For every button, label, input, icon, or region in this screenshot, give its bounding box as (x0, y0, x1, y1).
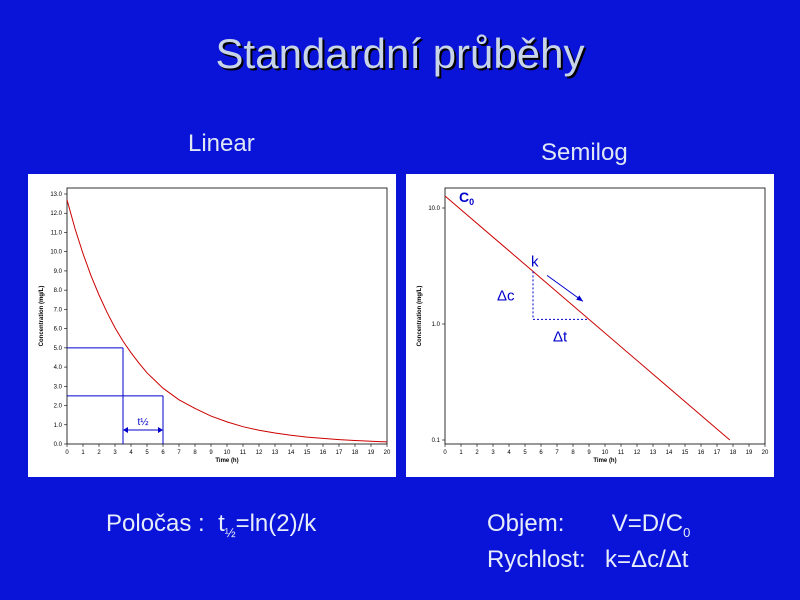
x-tick-label: 10 (602, 450, 609, 456)
y-tick-label: 4.0 (54, 365, 63, 371)
rate-text: k=Δc/Δt (605, 546, 689, 573)
k-arrow-line (546, 274, 584, 302)
x-tick-label: 4 (129, 450, 133, 456)
volume-sub: 0 (683, 524, 691, 540)
y-tick-label: 10.0 (50, 250, 62, 256)
x-tick-label: 17 (336, 450, 343, 456)
y-tick-label: 8.0 (54, 288, 63, 294)
x-tick-label: 11 (618, 450, 625, 456)
x-tick-label: 9 (587, 450, 591, 456)
x-tick-label: 16 (320, 450, 327, 456)
y-tick-label: 1.0 (432, 322, 441, 328)
y-tick-label: 3.0 (54, 384, 63, 390)
x-tick-label: 14 (666, 450, 673, 456)
plot-frame (66, 187, 388, 445)
x-tick-label: 15 (304, 450, 311, 456)
x-tick-label: 13 (650, 450, 657, 456)
x-tick-label: 2 (97, 450, 101, 456)
x-tick-label: 7 (177, 450, 181, 456)
y-tick-label: 1.0 (54, 423, 63, 429)
semilog-chart: 0 1 2 3 4 5 6 7 8 9 10 11 12 13 14 15 16 17 18 19 200.11.010… (417, 187, 769, 464)
x-tick-label: 5 (523, 450, 527, 456)
slide-title: Standardní průběhy (215, 30, 585, 77)
x-tick-label: 14 (288, 450, 295, 456)
halflife-annotation: t½ (137, 417, 149, 428)
y-tick-label: 10.0 (428, 206, 440, 212)
k-arrow-head (576, 295, 583, 302)
y-tick-label: 6.0 (54, 327, 63, 333)
y-tick-label: 0.1 (432, 438, 441, 444)
x-tick-label: 11 (240, 450, 247, 456)
y-tick-label: 12.0 (50, 211, 62, 217)
x-tick-label: 0 (443, 450, 447, 456)
x-tick-label: 12 (256, 450, 263, 456)
linear-label: Linear (188, 130, 255, 157)
dt-label: Δt (553, 328, 568, 345)
x-tick-label: 19 (746, 450, 753, 456)
x-tick-label: 1 (81, 450, 85, 456)
volume-text: V=D/C (611, 510, 684, 537)
rate-label: Rychlost: (487, 546, 586, 573)
halflife-rest: =ln(2)/k (235, 510, 317, 537)
plot-frame (444, 187, 766, 445)
x-tick-label: 4 (507, 450, 511, 456)
x-axis-label: Time (h) (215, 458, 238, 464)
x-tick-label: 12 (634, 450, 641, 456)
volume-formula: Objem: V=D/C0 (487, 510, 690, 540)
x-tick-label: 8 (193, 450, 197, 456)
concentration-curve (66, 199, 388, 443)
y-tick-label: 9.0 (54, 269, 63, 275)
y-axis-label: Concentration (mg/L) (39, 286, 45, 347)
y-tick-label: 11.0 (51, 230, 63, 236)
x-tick-label: 15 (682, 450, 689, 456)
x-tick-label: 6 (161, 450, 165, 456)
x-tick-label: 0 (65, 450, 69, 456)
halflife-t: t (218, 510, 225, 537)
halflife-sub: ½ (224, 524, 236, 540)
y-tick-label: 2.0 (54, 404, 63, 410)
x-tick-label: 9 (209, 450, 213, 456)
x-tick-label: 16 (698, 450, 705, 456)
semilog-label: Semilog (541, 139, 628, 166)
y-tick-label: 7.0 (54, 307, 63, 313)
x-tick-label: 20 (762, 450, 769, 456)
x-tick-label: 18 (352, 450, 359, 456)
x-tick-label: 3 (491, 450, 495, 456)
halflife-label: Poločas : (106, 510, 205, 537)
x-tick-label: 8 (571, 450, 575, 456)
y-tick-label: 13.0 (50, 192, 62, 198)
x-tick-label: 5 (145, 450, 149, 456)
halflife-arrow-right (158, 427, 163, 433)
y-tick-label: 5.0 (54, 346, 63, 352)
x-tick-label: 18 (730, 450, 737, 456)
semilog-chart-panel: 0 1 2 3 4 5 6 7 8 9 10 11 12 13 14 15 16 17 18 19 20 0.1 1.0 10… (406, 174, 774, 477)
dc-label: Δc (497, 287, 515, 304)
halflife-formula: Poločas : t½=ln(2)/k (106, 510, 316, 540)
x-tick-label: 19 (368, 450, 375, 456)
volume-label: Objem: (487, 510, 565, 537)
x-tick-label: 2 (475, 450, 479, 456)
linear-chart-panel: 0 1 2 3 4 5 6 7 8 9 10 11 12 13 14 15 16 17 18 19 20 0.0 1.0 2.… (28, 174, 396, 477)
x-tick-label: 20 (384, 450, 391, 456)
y-tick-label: 0.0 (54, 442, 63, 448)
x-tick-label: 17 (714, 450, 721, 456)
x-tick-label: 7 (555, 450, 559, 456)
rate-formula: Rychlost: k=Δc/Δt (487, 546, 688, 574)
x-tick-label: 3 (113, 450, 117, 456)
y-axis-label: Concentration (mg/L) (417, 286, 423, 347)
x-tick-label: 10 (224, 450, 231, 456)
linear-chart: 0 1 2 3 4 5 6 7 8 9 10 11 12 13 14 15 16 17 18 19 200.01.02.… (39, 187, 391, 464)
x-tick-label: 1 (459, 450, 463, 456)
x-tick-label: 13 (272, 450, 279, 456)
concentration-line (444, 195, 731, 441)
x-axis-label: Time (h) (593, 458, 616, 464)
x-tick-label: 6 (539, 450, 543, 456)
halflife-arrow-left (123, 427, 128, 433)
k-label: k (531, 253, 539, 270)
c0-label: C0 (459, 189, 474, 207)
